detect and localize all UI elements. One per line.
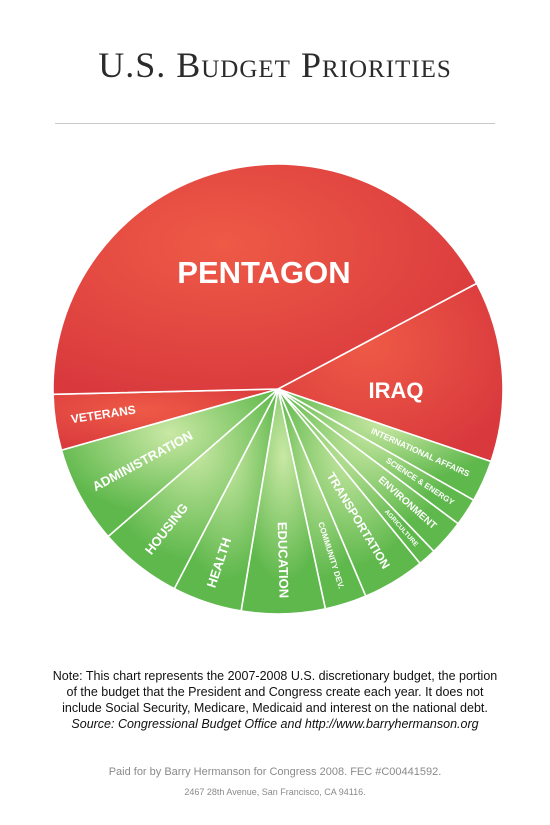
note-line: Note: This chart represents the 2007-200…	[52, 669, 498, 683]
source-line: Source: Congressional Budget Office and …	[71, 717, 479, 731]
pie-slice-pentagon	[52, 163, 478, 396]
title-divider	[55, 123, 495, 124]
address-line: 2467 28th Avenue, San Francisco, CA 9411…	[184, 787, 366, 797]
note-line: include Social Security, Medicare, Medic…	[62, 701, 488, 715]
pie-slices	[52, 163, 504, 615]
page-title: U.S. Budget Priorities	[98, 45, 452, 85]
slice-label: PENTAGON	[177, 255, 350, 290]
pie-slice-iraq	[275, 282, 504, 463]
chart-note: Note: This chart represents the 2007-200…	[20, 668, 530, 732]
paid-for-line: Paid for by Barry Hermanson for Congress…	[108, 766, 442, 778]
slice-label: IRAQ	[369, 378, 424, 403]
note-line: of the budget that the President and Con…	[66, 685, 484, 699]
slice-label: EDUCATION	[275, 522, 292, 599]
